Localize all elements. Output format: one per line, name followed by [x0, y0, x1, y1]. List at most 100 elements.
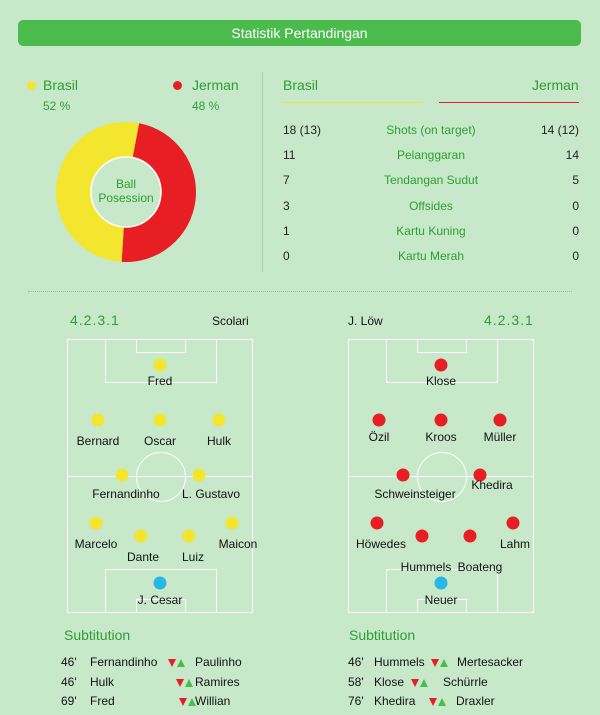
home-player-dot — [182, 529, 196, 543]
stat-label: Offsides — [409, 198, 453, 213]
sub-player-out: Hulk — [90, 674, 115, 689]
home-formation: 4.2.3.1 — [70, 312, 120, 328]
stat-row: Offsides 3 0 — [283, 199, 579, 224]
away-player-name: Müller — [483, 430, 517, 444]
home-team-dot — [27, 81, 36, 90]
sub-player-in: Mertesacker — [457, 655, 524, 669]
section-divider — [28, 291, 572, 292]
home-player-name: Fred — [147, 374, 173, 388]
away-player-name: Lahm — [499, 537, 531, 551]
away-team-dot — [173, 81, 182, 90]
stat-home-value: 3 — [283, 198, 290, 213]
stat-away-value: 14 — [565, 148, 579, 163]
donut-label-line1: Ball — [115, 177, 136, 191]
stat-row: Kartu Kuning 1 0 — [283, 224, 579, 249]
sub-player-in: Schürrle — [443, 674, 488, 689]
away-player-name: Khedira — [471, 478, 513, 492]
home-player-dot — [91, 413, 105, 427]
home-player-dot — [134, 529, 148, 543]
home-sub-row: 46' Hulk Ramires — [0, 675, 600, 693]
home-player-name: L. Gustavo — [181, 487, 241, 501]
away-player-dot — [463, 529, 477, 543]
sub-arrows-icon — [411, 678, 428, 687]
home-player-name: J. Cesar — [137, 593, 183, 607]
sub-player-out: Fred — [90, 694, 115, 708]
away-sub-row: 58' Klose Schürrle — [0, 675, 600, 693]
away-player-dot — [372, 413, 386, 427]
home-player-dot — [115, 468, 129, 482]
away-sub-row: 76' Khedira Draxler — [0, 694, 600, 712]
sub-minute: 46' — [348, 655, 364, 669]
home-coach: Scolari — [212, 314, 249, 328]
home-player-dot — [89, 516, 103, 530]
stats-home-header: Brasil — [283, 77, 319, 93]
away-player-name: Boateng — [457, 560, 503, 574]
home-sub-row: 69' Fred Willian — [0, 694, 600, 712]
stat-row: Tendangan Sudut 7 5 — [283, 173, 579, 198]
away-player-name: Neuer — [424, 593, 458, 607]
stat-away-value: 0 — [572, 198, 579, 213]
goal-box-bottom — [136, 599, 186, 613]
home-player-name: Fernandinho — [92, 487, 160, 501]
vertical-divider — [262, 72, 263, 272]
away-coach: J. Löw — [348, 314, 383, 328]
away-player-name: Schweinsteiger — [374, 487, 456, 501]
sub-player-out: Hummels — [374, 655, 425, 669]
goal-box-top — [136, 339, 186, 353]
stat-home-value: 11 — [283, 148, 296, 163]
away-subs-title: Subtitution — [349, 627, 416, 643]
away-player-name: Hummels — [400, 560, 452, 574]
stats-home-line — [283, 102, 423, 103]
possession-donut — [56, 122, 196, 262]
sub-minute: 46' — [61, 655, 77, 669]
home-player-dot — [192, 468, 206, 482]
home-player-dot — [212, 413, 226, 427]
away-player-dot — [434, 358, 448, 372]
away-player-name: Klose — [425, 374, 457, 388]
stat-home-value: 0 — [283, 249, 290, 263]
sub-arrows-icon — [431, 659, 448, 667]
away-formation: 4.2.3.1 — [484, 312, 534, 328]
stats-away-line — [439, 102, 579, 103]
sub-arrows-icon — [176, 678, 193, 687]
donut-label-line2: Posession — [98, 191, 154, 205]
stat-label: Kartu Merah — [397, 249, 465, 263]
home-player-dot — [153, 358, 167, 372]
home-sub-row: 46' Fernandinho Paulinho — [0, 655, 600, 673]
away-player-dot — [473, 468, 487, 482]
sub-player-in: Paulinho — [195, 655, 242, 669]
stat-label: Kartu Kuning — [396, 223, 466, 238]
sub-player-out: Klose — [374, 674, 405, 689]
away-player-dot — [370, 516, 384, 530]
home-subs-title: Subtitution — [64, 627, 131, 643]
sub-minute: 46' — [61, 674, 77, 689]
away-possession: 48 % — [192, 99, 220, 113]
stat-home-value: 1 — [283, 223, 290, 238]
sub-arrows-icon — [429, 698, 446, 706]
sub-player-in: Ramires — [195, 674, 240, 689]
sub-minute: 76' — [348, 694, 364, 708]
stat-away-value: 0 — [572, 223, 579, 238]
stat-row: Kartu Merah 0 0 — [283, 249, 579, 274]
sub-player-out: Khedira — [374, 694, 416, 708]
stat-away-value: 14 (12) — [540, 123, 579, 137]
home-player-name: Oscar — [143, 434, 177, 448]
sub-arrows-icon — [179, 698, 196, 706]
away-sub-row: 46' Hummels Mertesacker — [0, 655, 600, 673]
stat-away-value: 5 — [572, 173, 579, 188]
home-player-dot — [153, 413, 167, 427]
stat-row: Pelanggaran 11 14 — [283, 148, 579, 173]
home-player-dot — [225, 516, 239, 530]
away-pitch — [348, 339, 534, 613]
goal-box-bottom — [417, 599, 467, 613]
home-possession: 52 % — [43, 99, 71, 113]
home-player-name: Dante — [126, 550, 160, 564]
home-player-name: Luiz — [181, 550, 205, 564]
center-circle — [136, 452, 186, 502]
away-player-name: Özil — [368, 430, 390, 444]
home-player-name: Marcelo — [74, 537, 118, 551]
stat-home-value: 7 — [283, 173, 290, 188]
sub-minute: 58' — [348, 674, 364, 689]
away-player-dot — [415, 529, 429, 543]
stat-home-value: 18 (13) — [283, 123, 322, 137]
